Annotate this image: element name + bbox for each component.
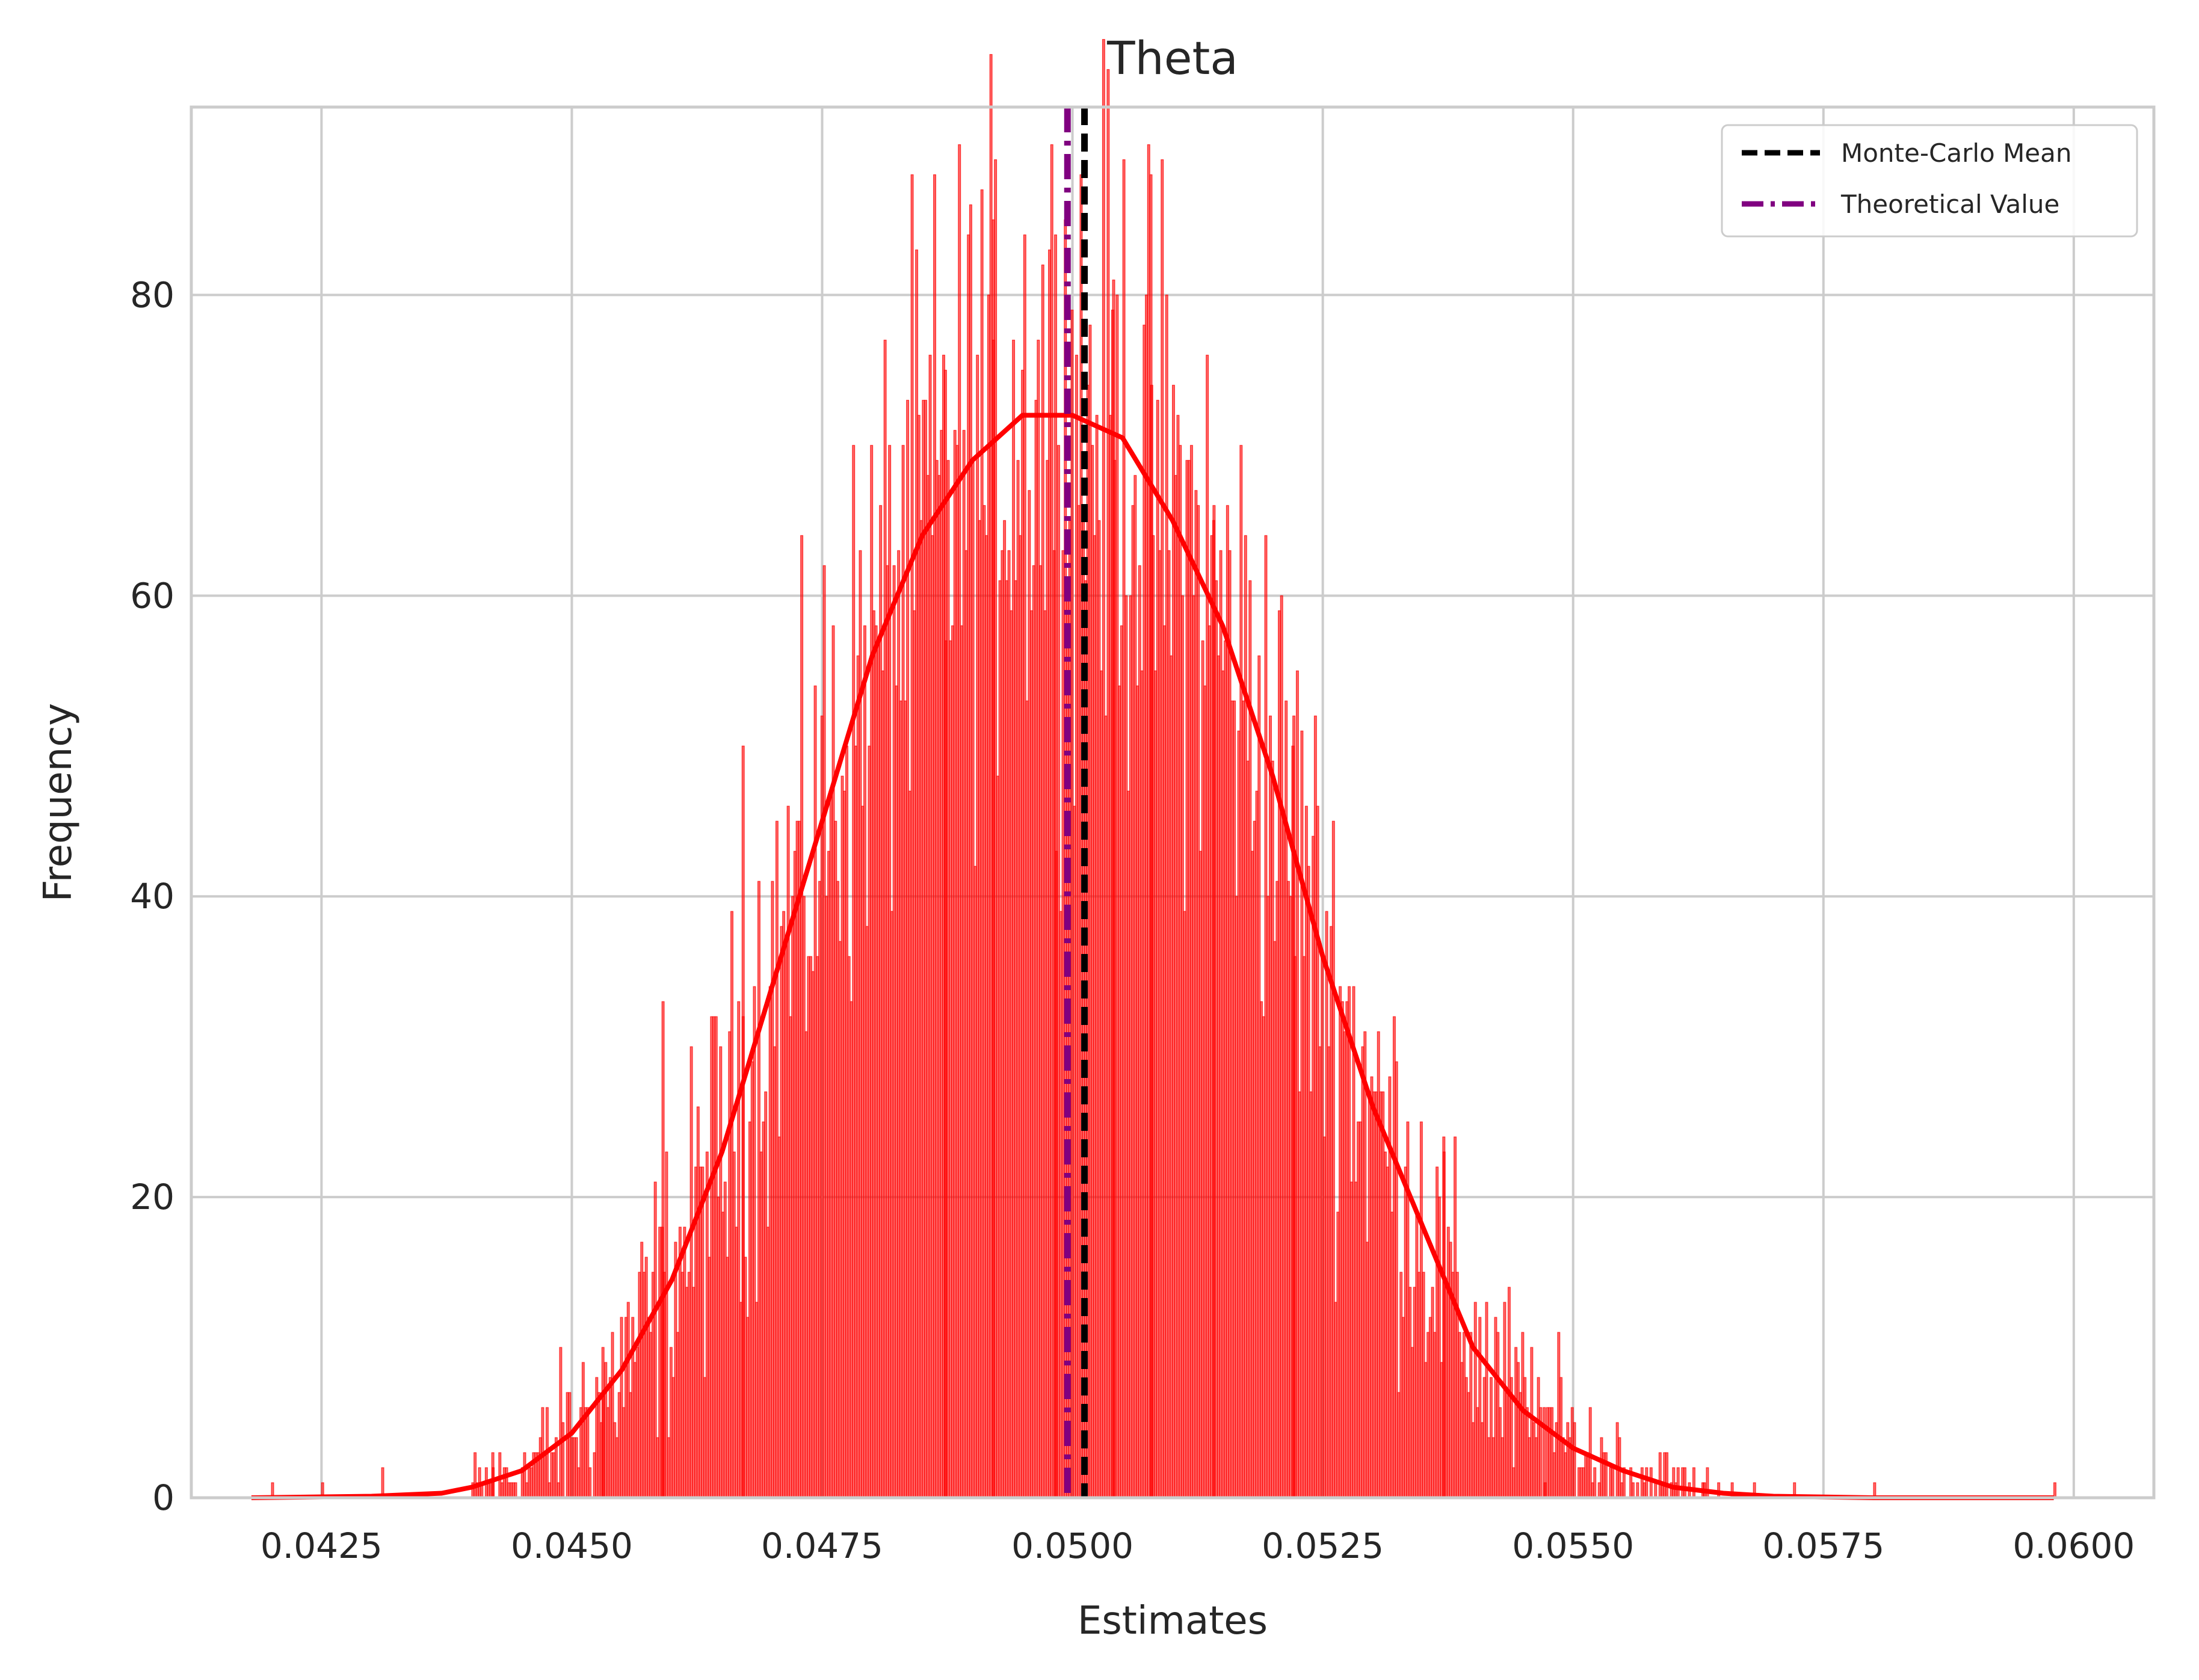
- reference-lines: [1064, 107, 1088, 1498]
- histogram-bar: [1604, 1452, 1608, 1498]
- histogram-bar: [588, 1467, 592, 1498]
- histogram-bar: [1292, 715, 1296, 1498]
- histogram-bar: [601, 1347, 605, 1498]
- y-tick-label: 80: [130, 274, 174, 315]
- histogram-bar: [1649, 1467, 1653, 1498]
- x-axis-title: Estimates: [1078, 1599, 1268, 1643]
- histogram-bar: [491, 1452, 495, 1498]
- histogram-bar: [1442, 1151, 1446, 1498]
- x-tick-label: 0.0525: [1262, 1525, 1384, 1566]
- histogram-bar: [1654, 1482, 1658, 1498]
- y-tick-label: 60: [130, 575, 174, 616]
- histogram-bar: [1676, 1467, 1680, 1498]
- kde-curve: [251, 413, 2054, 1500]
- histogram-bar: [561, 1422, 565, 1498]
- histogram-bar: [1543, 1407, 1546, 1498]
- chart-title: Theta: [1106, 31, 1238, 85]
- histogram-bar: [1112, 279, 1115, 1498]
- y-tick-label: 20: [130, 1177, 174, 1217]
- histogram-bar: [943, 369, 947, 1498]
- legend-label: Theoretical Value: [1840, 189, 2059, 219]
- histogram-bar: [1636, 1482, 1639, 1498]
- histogram-bar: [514, 1482, 517, 1498]
- x-tick-label: 0.0450: [511, 1525, 633, 1566]
- x-tick-label: 0.0600: [2012, 1525, 2135, 1566]
- histogram-bar: [1573, 1422, 1576, 1498]
- legend: Monte-Carlo Mean Theoretical Value: [1721, 124, 2138, 238]
- x-tick-label: 0.0550: [1512, 1525, 1634, 1566]
- histogram-bars: [271, 38, 2056, 1498]
- histogram-bar: [1645, 1467, 1648, 1498]
- histogram-bar: [381, 1467, 384, 1498]
- y-tick-label: 0: [152, 1477, 174, 1518]
- histogram-bar: [1631, 1482, 1635, 1498]
- x-tick-label: 0.0575: [1762, 1525, 1884, 1566]
- plot-frame: [190, 105, 2156, 1500]
- histogram-bar: [661, 1001, 665, 1498]
- histogram-bar: [1692, 1467, 1695, 1498]
- x-tick-label: 0.0425: [261, 1525, 383, 1566]
- histogram-bar: [2053, 1482, 2056, 1498]
- histogram-bar: [1683, 1467, 1686, 1498]
- legend-label: Monte-Carlo Mean: [1841, 138, 2072, 168]
- legend-box: [1721, 124, 2138, 238]
- x-tick-labels: 0.0425 0.0450 0.0475 0.0500 0.0525 0.0550 0.05…: [261, 1525, 2135, 1566]
- x-tick-label: 0.0475: [761, 1525, 883, 1566]
- y-tick-labels: 0 20 40 60 80: [130, 274, 174, 1518]
- histogram-bar: [1150, 384, 1153, 1498]
- histogram-bar: [1611, 1467, 1615, 1498]
- histogram-bar: [1593, 1467, 1597, 1498]
- histogram-bar: [741, 745, 745, 1498]
- histogram-bar: [992, 339, 995, 1498]
- x-tick-label: 0.0500: [1011, 1525, 1133, 1566]
- histogram-bar: [1212, 520, 1215, 1498]
- y-axis-title: Frequency: [36, 703, 81, 902]
- histogram-bar: [1054, 234, 1057, 1498]
- y-tick-label: 40: [130, 876, 174, 917]
- histogram-bar: [1665, 1452, 1669, 1498]
